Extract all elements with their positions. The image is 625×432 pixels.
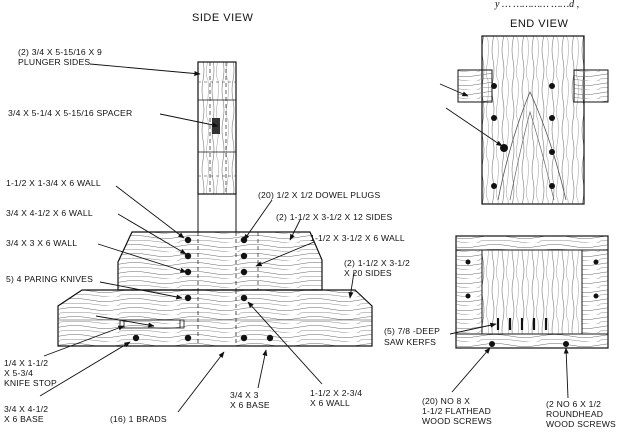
base-block [57, 289, 373, 347]
dowel-plugs [132, 236, 274, 342]
label-base-mid: X 6 BASE [230, 400, 270, 410]
label-wall-c: 3/4 X 3 X 6 WALL [6, 238, 78, 248]
label-sides-20-dims: (2) 1-1/2 X 3-1/2 [344, 258, 410, 268]
label-knife-stop-length: X 5-3/4 [4, 368, 34, 378]
label-wall-bottom-dims: 1-1/2 X 2-3/4 [310, 388, 363, 398]
label-brads: (16) 1 BRADS [110, 414, 167, 424]
label-dowel-plugs: (20) 1/2 X 1/2 DOWEL PLUGS [258, 190, 381, 200]
label-paring-knives: 5) 4 PARING KNIVES [6, 274, 94, 284]
label-base-left: X 6 BASE [4, 414, 44, 424]
label-roundhead-count: (2 NO 6 X 1/2 [546, 399, 602, 409]
label-flathead-count: (20) NO 8 X [422, 396, 471, 406]
header-fragment: y … ………… ……d , [495, 0, 580, 10]
label-roundhead-screws: WOOD SCREWS [546, 419, 616, 429]
label-flathead: 1-1/2 FLATHEAD [422, 406, 492, 416]
end-view-upper [457, 35, 609, 205]
label-knife-stop: KNIFE STOP [4, 378, 57, 388]
label-sides-12: (2) 1-1/2 X 3-1/2 X 12 SIDES [276, 212, 393, 222]
label-base-mid-dims: 3/4 X 3 [230, 390, 259, 400]
side-view-title: SIDE VIEW [192, 12, 254, 24]
label-plunger-sides-dims: (2) 3/4 X 5-15/16 X 9 [18, 47, 102, 57]
end-view-lower [455, 235, 609, 349]
plunger-assembly [197, 61, 237, 232]
label-saw-kerfs: SAW KERFS [384, 337, 437, 347]
leader-lines [39, 63, 569, 413]
label-wall-a: 1-1/2 X 1-3/4 X 6 WALL [6, 178, 101, 188]
end-view-title: END VIEW [510, 18, 569, 30]
label-plunger-sides: PLUNGER SIDES [18, 57, 91, 67]
label-wall-bottom: X 6 WALL [310, 398, 350, 408]
label-sides-20: X 20 SIDES [344, 268, 392, 278]
label-spacer: 3/4 X 5-1/4 X 5-15/16 SPACER [8, 108, 133, 118]
upper-sides-block [117, 231, 323, 291]
label-flathead-screws: WOOD SCREWS [422, 416, 492, 426]
label-saw-kerfs-depth: (5) 7/8 -DEEP [384, 326, 441, 336]
label-base-left-dims: 3/4 X 4-1/2 [4, 404, 49, 414]
label-wall-b: 3/4 X 4-1/2 X 6 WALL [6, 208, 93, 218]
label-wall-right: 1-1/2 X 3-1/2 X 6 WALL [310, 233, 405, 243]
label-roundhead: ROUNDHEAD [546, 409, 604, 419]
label-knife-stop-dims: 1/4 X 1-1/2 [4, 358, 49, 368]
